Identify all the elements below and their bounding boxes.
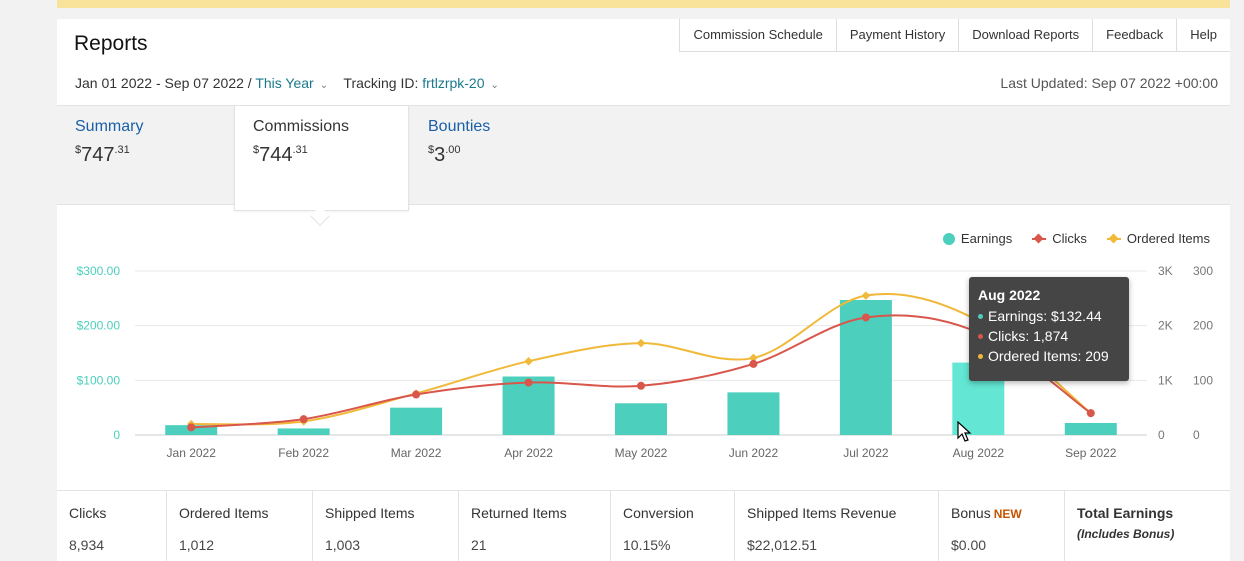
- bar-sep-2022: [1064, 422, 1117, 435]
- left-axis-tick-label: $200.00: [77, 319, 121, 333]
- ordered-items-line: [191, 292, 1092, 426]
- payment-history-button[interactable]: Payment History: [835, 19, 959, 52]
- metric-conversion: Conversion 10.15%: [611, 491, 735, 561]
- clicks-point: [299, 415, 308, 424]
- bar-jun-2022: [727, 392, 780, 435]
- legend-clicks[interactable]: Clicks: [1032, 231, 1087, 246]
- new-badge: NEW: [993, 507, 1022, 521]
- chevron-down-icon: ⌄: [319, 80, 329, 91]
- date-preset-dropdown[interactable]: This Year ⌄: [255, 75, 329, 91]
- date-range-text: Jan 01 2022 - Sep 07 2022 /: [75, 75, 252, 91]
- tab-bounties-value: $3.00: [428, 144, 461, 166]
- x-axis-tick-label: Jan 2022: [167, 446, 217, 460]
- commission-schedule-button[interactable]: Commission Schedule: [679, 19, 836, 52]
- tab-summary[interactable]: Summary $747.31: [57, 106, 234, 206]
- clicks-point: [749, 359, 758, 368]
- tab-commissions-value: $744.31: [253, 144, 308, 166]
- x-axis-tick-label: May 2022: [615, 446, 668, 460]
- earnings-chart: 0 $100.00 $200.00 $300.00 0 1K 2K 3K 0 100 200 300 J…: [77, 264, 1214, 460]
- tooltip-ordered-items: Ordered Items: 209: [978, 348, 1120, 364]
- metric-returned-items: Returned Items 21: [459, 491, 611, 561]
- x-axis-tick-label: Jul 2022: [843, 446, 889, 460]
- metric-shipped-items: Shipped Items 1,003: [313, 491, 459, 561]
- metric-ordered-items: Ordered Items 1,012: [167, 491, 313, 561]
- clicks-point: [637, 381, 645, 390]
- x-axis-tick-label: Sep 2022: [1065, 446, 1117, 460]
- ordered-items-axis-tick-label: 100: [1193, 373, 1213, 387]
- x-axis-tick-label: Jun 2022: [729, 446, 779, 460]
- clicks-point: [412, 390, 421, 399]
- metrics-row: Clicks 8,934 Ordered Items 1,012 Shipped I…: [57, 490, 1230, 561]
- mouse-cursor-icon: [957, 421, 972, 442]
- metric-clicks: Clicks 8,934: [57, 491, 167, 561]
- ordered-items-axis-tick-label: 0: [1193, 428, 1200, 442]
- ordered-items-point: [636, 338, 646, 348]
- x-axis-tick-label: Feb 2022: [278, 446, 329, 460]
- help-button[interactable]: Help: [1176, 19, 1230, 52]
- x-axis-tick-label: Mar 2022: [391, 446, 442, 460]
- bar-may-2022: [615, 403, 667, 435]
- legend-ordered-items[interactable]: Ordered Items: [1106, 231, 1210, 246]
- bar-mar-2022: [390, 407, 443, 435]
- legend-earnings-swatch: [942, 232, 955, 245]
- page-title: Reports: [74, 32, 148, 55]
- left-axis-tick-label: $100.00: [77, 373, 121, 387]
- tooltip-title: Aug 2022: [978, 287, 1041, 303]
- clicks-axis-tick-label: 2K: [1158, 319, 1173, 333]
- legend-clicks-swatch: [1032, 237, 1047, 240]
- x-axis-tick-label: Apr 2022: [504, 446, 553, 460]
- bar-feb-2022: [277, 428, 330, 435]
- tooltip-clicks: Clicks: 1,874: [978, 328, 1120, 344]
- notice-banner: [57, 0, 1230, 8]
- left-axis-tick-label: $300.00: [77, 264, 121, 278]
- tracking-label: Tracking ID:: [343, 75, 419, 91]
- tab-bounties-label: Bounties: [428, 118, 491, 135]
- ordered-items-axis-tick-label: 200: [1193, 319, 1213, 333]
- clicks-axis-tick-label: 1K: [1158, 373, 1173, 387]
- x-axis-tick-label: Aug 2022: [953, 446, 1005, 460]
- chevron-down-icon: ⌄: [490, 80, 499, 91]
- clicks-axis-tick-label: 3K: [1158, 264, 1173, 278]
- metric-bonus: Bonus NEW $0.00: [939, 491, 1065, 561]
- top-nav: Commission Schedule Payment History Down…: [679, 19, 1230, 52]
- clicks-point: [1086, 409, 1095, 418]
- chart-tooltip: Aug 2022 Earnings: $132.44 Clicks: 1,874…: [969, 277, 1129, 381]
- tracking-id-dropdown[interactable]: frtlzrpk-20 ⌄: [422, 75, 499, 91]
- metric-total-earnings: Total Earnings (Includes Bonus): [1077, 505, 1175, 541]
- clicks-point: [187, 423, 196, 432]
- clicks-point: [861, 313, 870, 322]
- reports-card: Reports Commission Schedule Payment Hist…: [57, 19, 1230, 561]
- tab-bounties[interactable]: Bounties $3.00: [410, 106, 570, 206]
- filter-row: Jan 01 2022 - Sep 07 2022 / This Year ⌄ T…: [75, 75, 499, 91]
- download-reports-button[interactable]: Download Reports: [958, 19, 1093, 52]
- tab-commissions-label: Commissions: [253, 118, 350, 135]
- tooltip-earnings: Earnings: $132.44: [978, 308, 1120, 324]
- clicks-point: [524, 378, 533, 387]
- feedback-button[interactable]: Feedback: [1092, 19, 1177, 52]
- legend-ordered-items-swatch: [1106, 237, 1121, 240]
- tab-summary-label: Summary: [75, 118, 144, 135]
- left-axis-tick-label: 0: [113, 428, 120, 442]
- tab-summary-value: $747.31: [75, 144, 130, 166]
- ordered-items-point: [861, 291, 871, 300]
- ordered-items-axis-tick-label: 300: [1193, 264, 1213, 278]
- tab-commissions[interactable]: Commissions $744.31: [234, 106, 409, 211]
- clicks-axis-tick-label: 0: [1158, 428, 1165, 442]
- chart-legend: Earnings Clicks Ordered Items: [942, 231, 1210, 246]
- metric-shipped-items-revenue: Shipped Items Revenue $22,012.51: [735, 491, 939, 561]
- legend-earnings[interactable]: Earnings: [942, 231, 1012, 246]
- last-updated-text: Last Updated: Sep 07 2022 +00:00: [1000, 75, 1218, 91]
- ordered-items-point: [524, 356, 533, 366]
- report-tabs: Summary $747.31 Commissions $744.31 Boun…: [57, 105, 1230, 211]
